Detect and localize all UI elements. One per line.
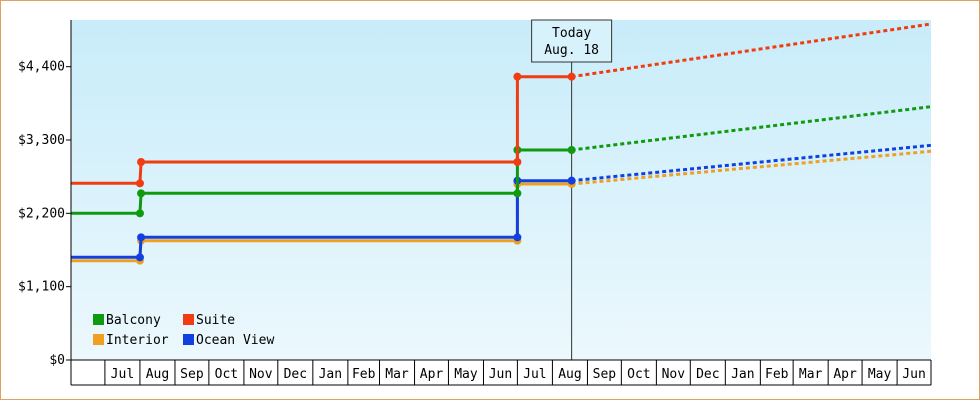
series-line-ocean-view: [71, 179, 572, 259]
legend-label: Suite: [196, 313, 235, 328]
series-line-suite: [71, 75, 572, 185]
data-point: [513, 233, 522, 242]
data-point: [137, 233, 146, 242]
x-tick-label: Aug: [558, 367, 581, 382]
x-tick-label: Mar: [385, 367, 409, 382]
x-tick-label: Oct: [215, 367, 238, 382]
legend-swatch: [93, 314, 104, 325]
x-tick-label: Mar: [799, 367, 823, 382]
series-line-balcony: [71, 148, 572, 215]
legend-swatch: [93, 334, 104, 345]
x-tick-label: Sep: [180, 367, 204, 382]
y-tick-label: $2,200: [18, 206, 65, 221]
data-point: [137, 158, 146, 166]
data-point: [135, 253, 144, 262]
x-tick-label: Apr: [833, 367, 857, 382]
y-tick-label: $3,300: [18, 133, 65, 148]
data-point: [567, 146, 576, 154]
x-tick-label: Jan: [731, 367, 754, 382]
legend-label: Balcony: [106, 313, 161, 328]
x-tick-label: May: [868, 367, 892, 382]
today-label: Today: [552, 26, 591, 41]
x-tick-label: Jul: [111, 367, 134, 382]
x-tick-label: Nov: [249, 367, 273, 382]
x-tick-label: Jan: [319, 367, 342, 382]
y-tick-label: $1,100: [18, 280, 65, 295]
legend-label: Ocean View: [196, 333, 274, 348]
data-point: [513, 189, 522, 198]
x-tick-label: Feb: [765, 367, 789, 382]
data-point: [137, 189, 146, 198]
data-point: [513, 158, 522, 166]
series-line-interior: [71, 182, 572, 263]
x-tick-label: Aug: [146, 367, 169, 382]
x-tick-label: Sep: [593, 367, 617, 382]
x-tick-label: Apr: [420, 367, 444, 382]
legend-swatch: [183, 314, 194, 325]
y-tick-label: $0: [49, 353, 65, 368]
today-callout: [531, 19, 613, 63]
data-point: [135, 179, 144, 188]
x-tick-label: May: [454, 367, 478, 382]
x-tick-label: Oct: [627, 367, 650, 382]
data-point: [567, 176, 576, 185]
plot-area: [71, 20, 931, 360]
x-tick-label: Feb: [352, 367, 376, 382]
x-tick-label: Jun: [902, 367, 925, 382]
today-date-label: Aug. 18: [544, 43, 599, 58]
y-tick-label: $4,400: [18, 60, 65, 75]
x-tick-label: Dec: [696, 367, 719, 382]
data-point: [513, 72, 522, 81]
data-point: [135, 209, 144, 218]
x-tick-label: Jul: [523, 367, 546, 382]
legend-swatch: [183, 334, 194, 345]
x-tick-label: Jun: [489, 367, 512, 382]
x-tick-label: Nov: [662, 367, 686, 382]
series-projection-suite: [571, 22, 932, 79]
data-point: [567, 72, 576, 81]
series-projection-balcony: [571, 105, 932, 152]
x-tick-label: Dec: [284, 367, 307, 382]
legend-label: Interior: [106, 333, 169, 348]
